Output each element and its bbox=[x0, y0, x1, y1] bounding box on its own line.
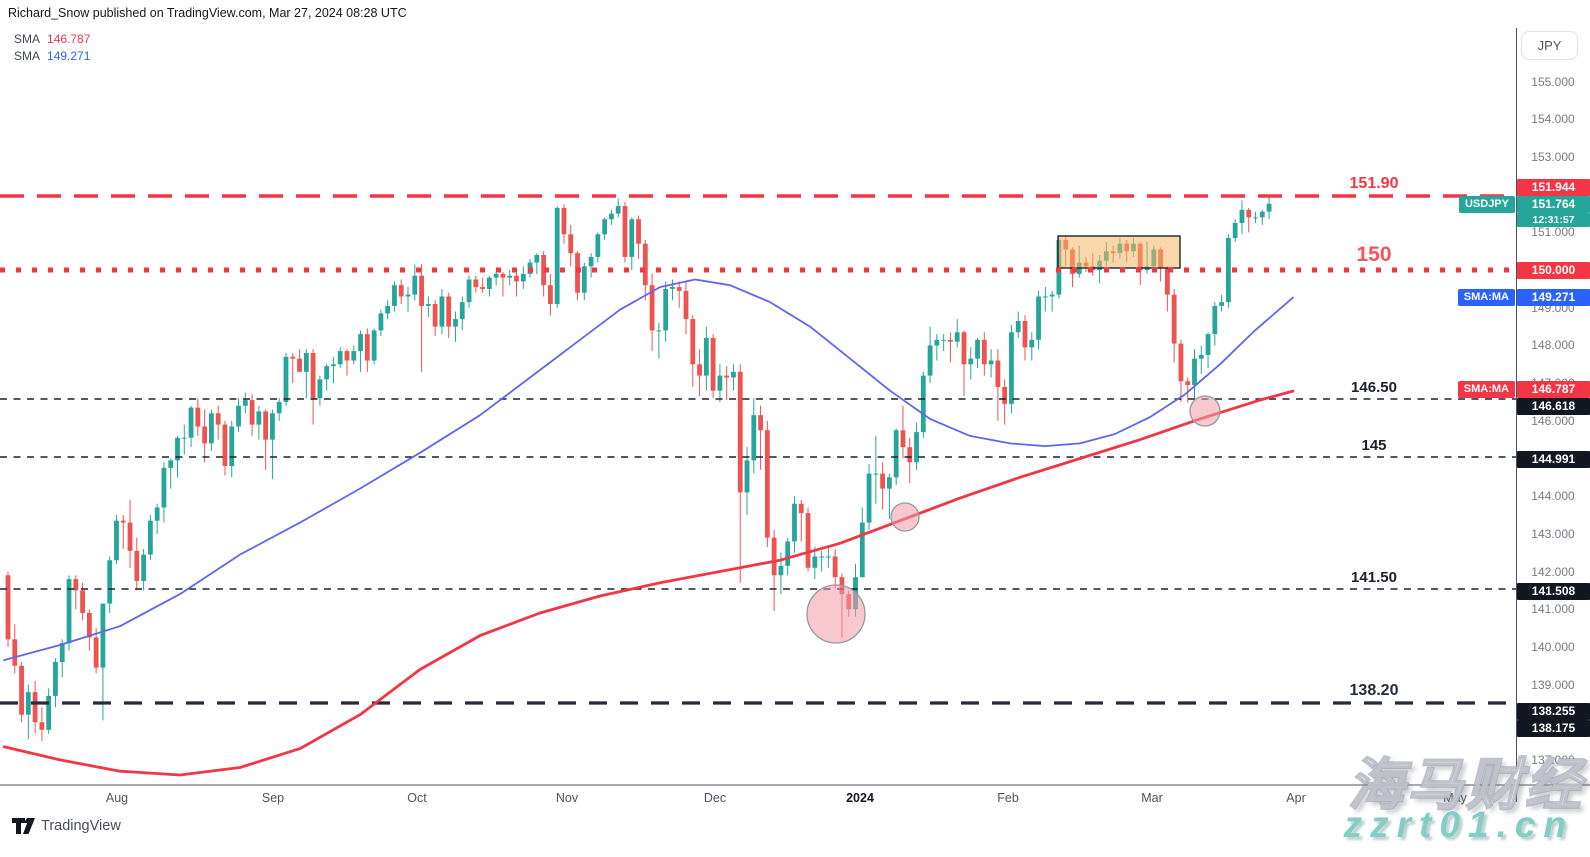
annotation-circle-3[interactable] bbox=[1189, 395, 1221, 427]
time-axis-label-2024[interactable]: 2024 bbox=[846, 791, 874, 805]
time-axis-label-May[interactable]: May bbox=[1443, 791, 1467, 805]
price-badge-149-271: 149.271 bbox=[1517, 288, 1590, 306]
axis-tag-SMA-MA: SMA:MA bbox=[1457, 380, 1515, 398]
time-axis-label-Feb[interactable]: Feb bbox=[997, 791, 1019, 805]
level-label-138.20: 138.20 bbox=[1349, 682, 1399, 699]
price-axis-tick[interactable]: 143.000 bbox=[1531, 526, 1575, 541]
price-axis-tick[interactable]: 154.000 bbox=[1531, 112, 1575, 127]
tradingview-logo[interactable]: TradingView bbox=[12, 818, 121, 834]
consolidation-highlight-box bbox=[1057, 235, 1181, 269]
price-badge-138-175: 138.175 bbox=[1517, 719, 1590, 737]
time-axis-label-Sep[interactable]: Sep bbox=[261, 791, 285, 805]
sma-line-red[interactable] bbox=[2, 389, 1295, 777]
level-label-141.50: 141.50 bbox=[1351, 569, 1397, 586]
level-label-150: 150 bbox=[1356, 243, 1392, 266]
annotation-circle-2[interactable] bbox=[890, 502, 920, 532]
price-axis-tick[interactable]: 139.000 bbox=[1531, 677, 1575, 692]
chart-title: Richard_Snow published on TradingView.co… bbox=[8, 6, 407, 20]
legend-sma-fast[interactable]: SMA 146.787 bbox=[14, 31, 90, 48]
price-axis-tick[interactable]: 151.000 bbox=[1531, 225, 1575, 240]
price-axis-tick[interactable]: 148.000 bbox=[1531, 338, 1575, 353]
watermark-cjk: 海马财经 bbox=[1347, 752, 1584, 817]
price-badge-151-764: 151.764 bbox=[1517, 195, 1590, 213]
legend-sma-slow-value: 149.271 bbox=[47, 49, 91, 63]
tradingview-logo-icon bbox=[12, 818, 35, 834]
level-label-145: 145 bbox=[1361, 437, 1387, 454]
time-axis-label-Oct[interactable]: Oct bbox=[407, 791, 427, 805]
price-badge-146-618: 146.618 bbox=[1517, 397, 1590, 415]
price-badge-141-508: 141.508 bbox=[1517, 582, 1590, 600]
level-label-146.50: 146.50 bbox=[1351, 379, 1397, 396]
legend-sma-fast-value: 146.787 bbox=[47, 32, 91, 46]
legend-sma-slow-label: SMA bbox=[14, 49, 41, 63]
time-axis-label-Mar[interactable]: Mar bbox=[1141, 791, 1163, 805]
price-badge-144-991: 144.991 bbox=[1517, 450, 1590, 468]
price-axis-tick[interactable]: 142.000 bbox=[1531, 564, 1575, 579]
axis-tag-USDJPY: USDJPY bbox=[1458, 195, 1515, 213]
annotation-circle-1[interactable] bbox=[806, 584, 866, 644]
price-axis-tick[interactable]: 137.000 bbox=[1531, 752, 1575, 767]
tradingview-logo-text: TradingView bbox=[41, 818, 121, 834]
price-badge-150-000: 150.000 bbox=[1517, 261, 1590, 279]
legend-sma-fast-label: SMA bbox=[14, 32, 41, 46]
price-axis-tick[interactable]: 146.000 bbox=[1531, 413, 1575, 428]
level-label-151.90: 151.90 bbox=[1349, 175, 1399, 192]
axis-tag-SMA-MA: SMA:MA bbox=[1457, 288, 1515, 306]
price-badge-146-787: 146.787 bbox=[1517, 380, 1590, 398]
candlestick-series bbox=[5, 196, 1272, 742]
price-axis-tick[interactable]: 155.000 bbox=[1531, 74, 1575, 89]
price-axis-tick[interactable]: 141.000 bbox=[1531, 602, 1575, 617]
price-badge-151-944: 151.944 bbox=[1517, 178, 1590, 196]
sma-line-blue[interactable] bbox=[3, 278, 1294, 661]
time-axis-label-Aug[interactable]: Aug bbox=[105, 791, 129, 805]
price-axis-tick[interactable]: 153.000 bbox=[1531, 150, 1575, 165]
time-axis-label-Dec[interactable]: Dec bbox=[703, 791, 727, 805]
price-badge-138-255: 138.255 bbox=[1517, 702, 1590, 720]
watermark-url: zzrt01.cn bbox=[1343, 803, 1574, 846]
price-axis-tick[interactable]: 144.000 bbox=[1531, 489, 1575, 504]
indicator-legend: SMA 146.787 SMA 149.271 bbox=[14, 31, 90, 65]
legend-sma-slow[interactable]: SMA 149.271 bbox=[14, 48, 90, 65]
currency-toggle-button[interactable]: JPY bbox=[1521, 31, 1578, 60]
price-axis-tick[interactable]: 140.000 bbox=[1531, 639, 1575, 654]
time-axis-label-Apr[interactable]: Apr bbox=[1286, 791, 1306, 805]
time-axis-label-Nov[interactable]: Nov bbox=[555, 791, 579, 805]
price-badge-12-31-57: 12:31:57 bbox=[1517, 213, 1590, 227]
